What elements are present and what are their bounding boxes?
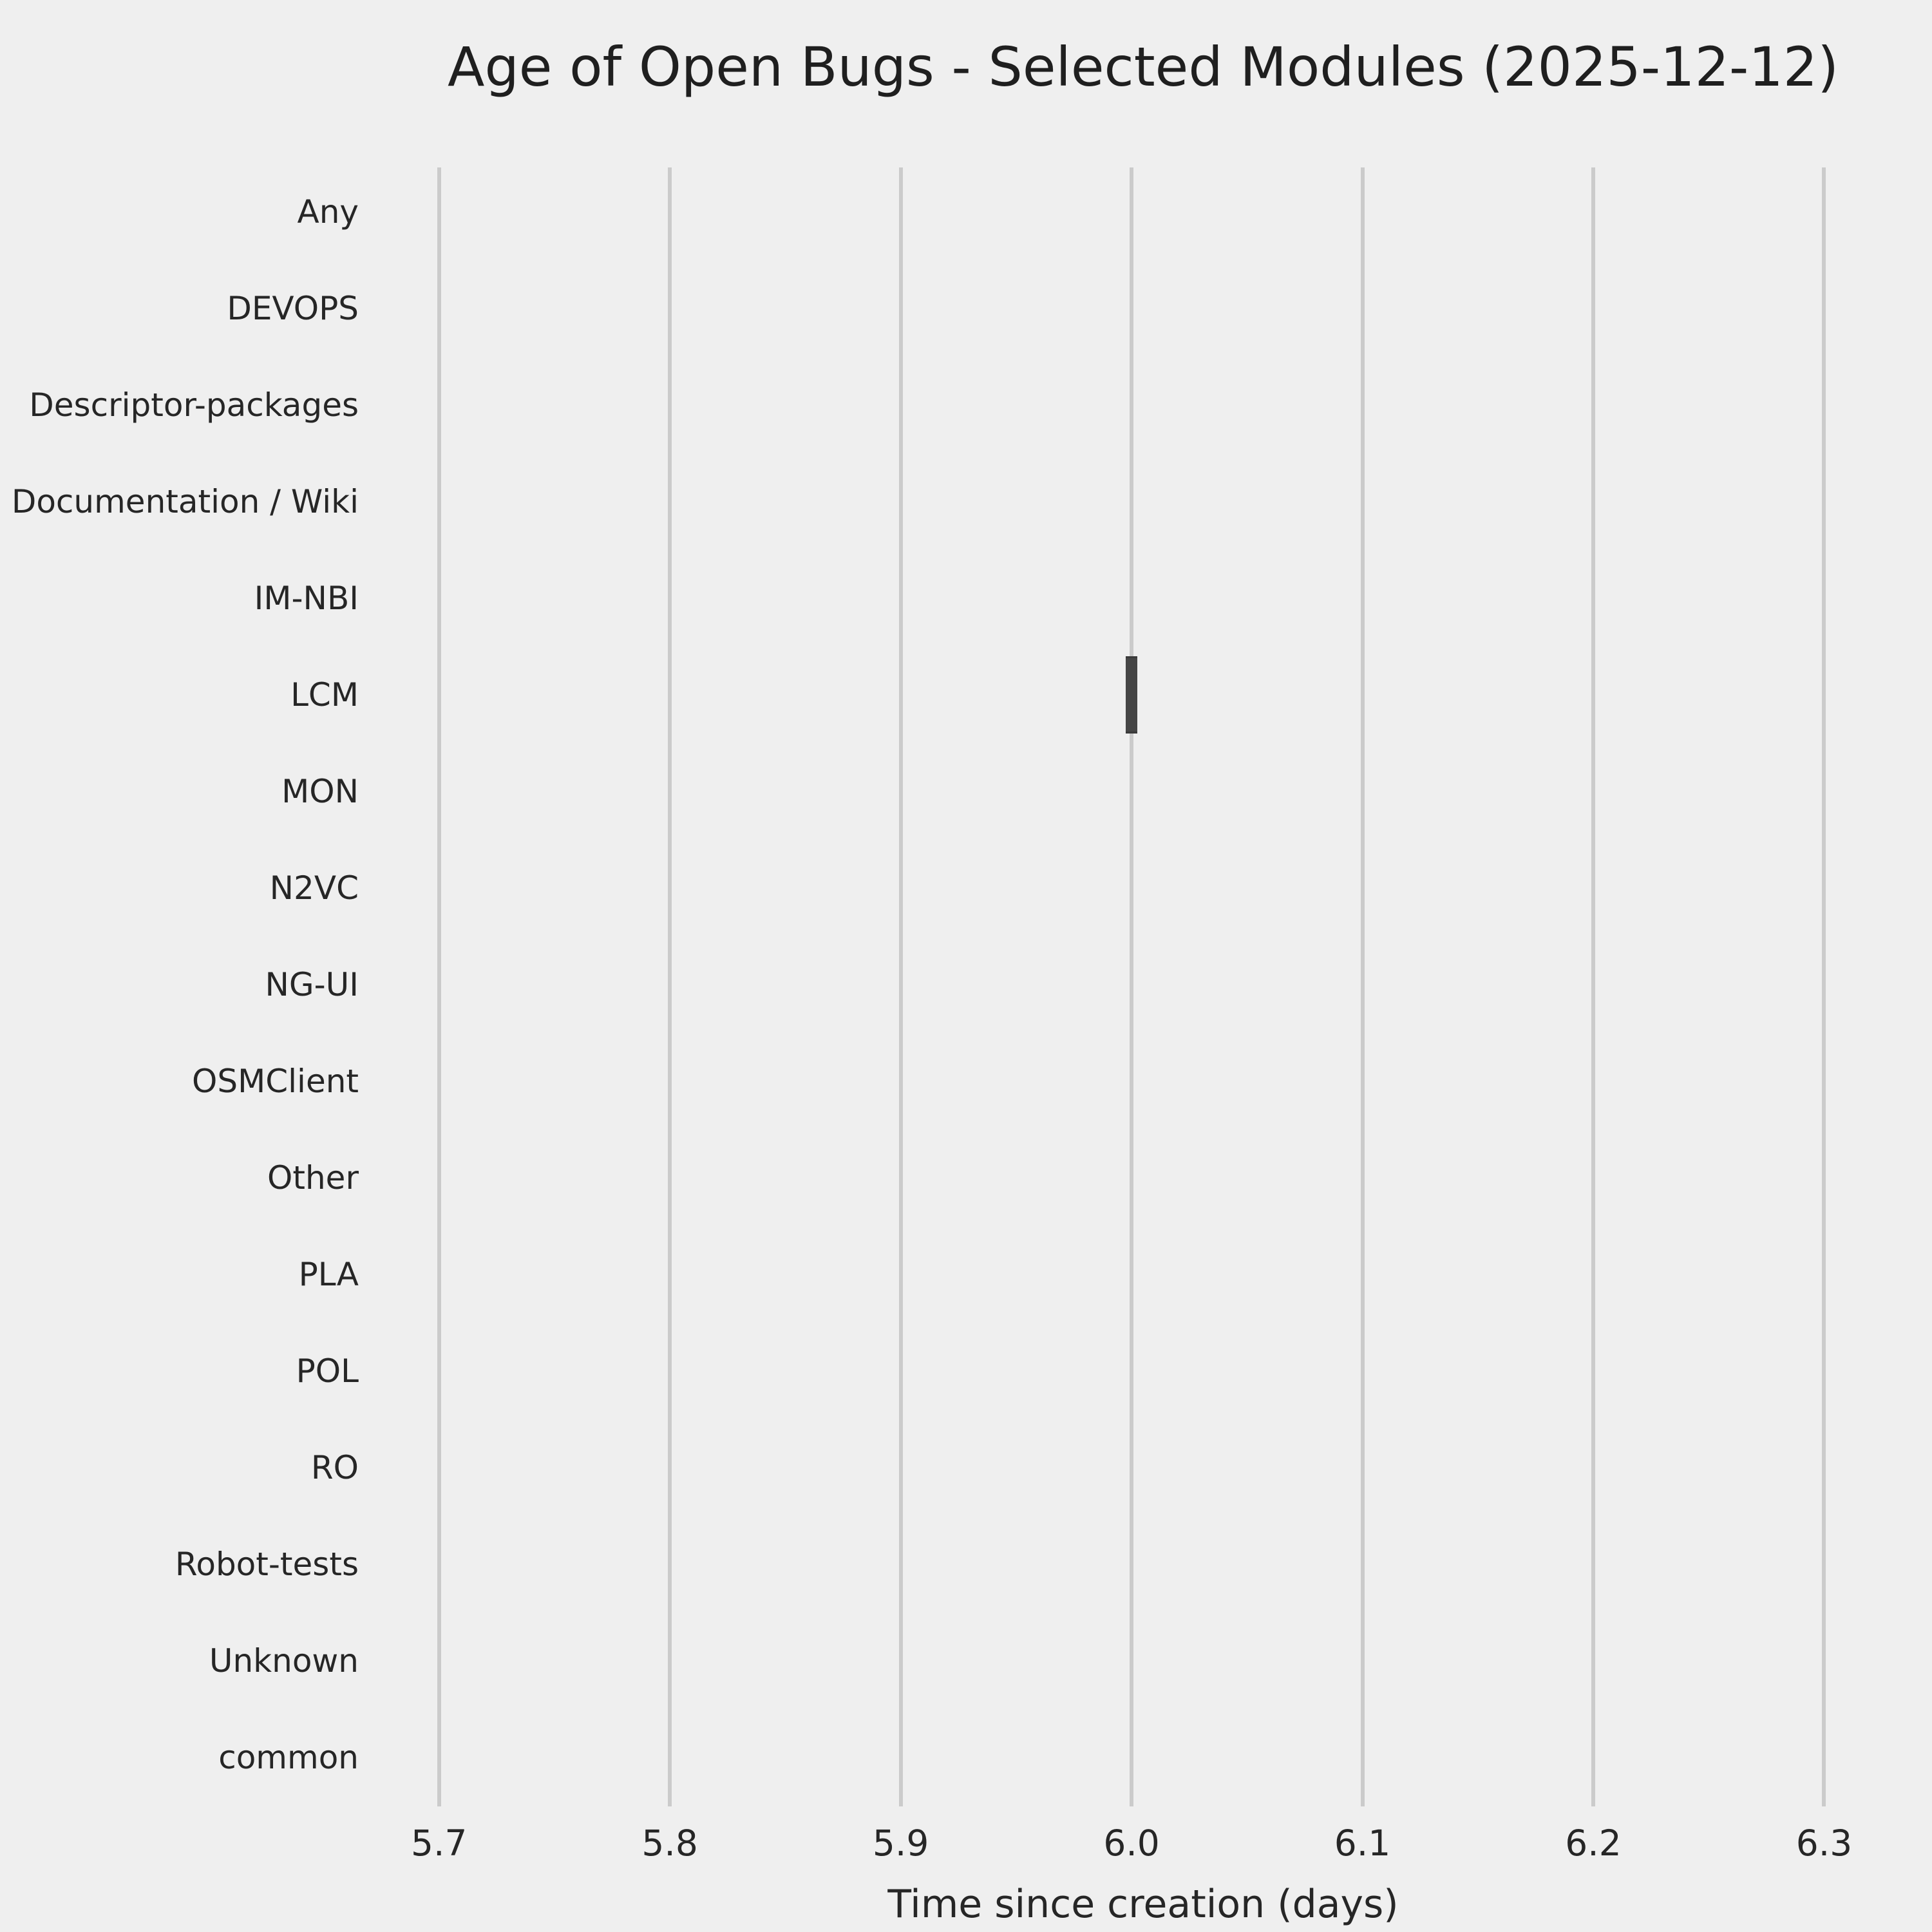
x-tick-label-6.2: 6.2 — [1565, 1823, 1622, 1864]
x-tick-label-6.0: 6.0 — [1103, 1823, 1160, 1864]
y-tick-label-lcm: LCM — [290, 676, 359, 714]
y-tick-label-documentation-wiki: Documentation / Wiki — [11, 483, 359, 520]
box-lcm — [1126, 656, 1138, 734]
y-tick-label-mon: MON — [281, 773, 359, 810]
y-tick-label-common: common — [218, 1739, 359, 1776]
x-tick-label-6.3: 6.3 — [1795, 1823, 1853, 1864]
plot-area — [393, 164, 1893, 1806]
gridline-6.2 — [1591, 167, 1595, 1806]
x-tick-label-6.1: 6.1 — [1334, 1823, 1391, 1864]
y-tick-label-pla: PLA — [298, 1256, 359, 1293]
gridline-5.8 — [668, 167, 672, 1806]
gridline-5.7 — [437, 167, 441, 1806]
gridline-6.0 — [1130, 167, 1134, 1806]
y-tick-label-robot-tests: Robot-tests — [175, 1546, 359, 1583]
y-tick-label-ro: RO — [310, 1449, 359, 1486]
chart-title: Age of Open Bugs - Selected Modules (202… — [447, 35, 1839, 99]
y-tick-label-n2vc: N2VC — [269, 869, 359, 907]
x-tick-label-5.9: 5.9 — [872, 1823, 929, 1864]
gridline-5.9 — [898, 167, 903, 1806]
y-tick-label-osmclient: OSMClient — [192, 1063, 359, 1100]
y-tick-label-im-nbi: IM-NBI — [254, 580, 359, 617]
x-tick-label-5.8: 5.8 — [641, 1823, 698, 1864]
x-axis-label: Time since creation (days) — [887, 1882, 1399, 1927]
y-tick-label-any: Any — [297, 193, 359, 231]
y-tick-label-devops: DEVOPS — [227, 290, 359, 327]
y-tick-label-other: Other — [267, 1159, 359, 1197]
y-tick-label-ng-ui: NG-UI — [265, 966, 359, 1003]
gridline-6.3 — [1822, 167, 1826, 1806]
y-tick-label-descriptor-packages: Descriptor-packages — [29, 386, 359, 424]
y-tick-label-unknown: Unknown — [209, 1642, 359, 1680]
y-tick-label-pol: POL — [296, 1352, 359, 1390]
x-tick-label-5.7: 5.7 — [410, 1823, 468, 1864]
gridline-6.1 — [1360, 167, 1365, 1806]
